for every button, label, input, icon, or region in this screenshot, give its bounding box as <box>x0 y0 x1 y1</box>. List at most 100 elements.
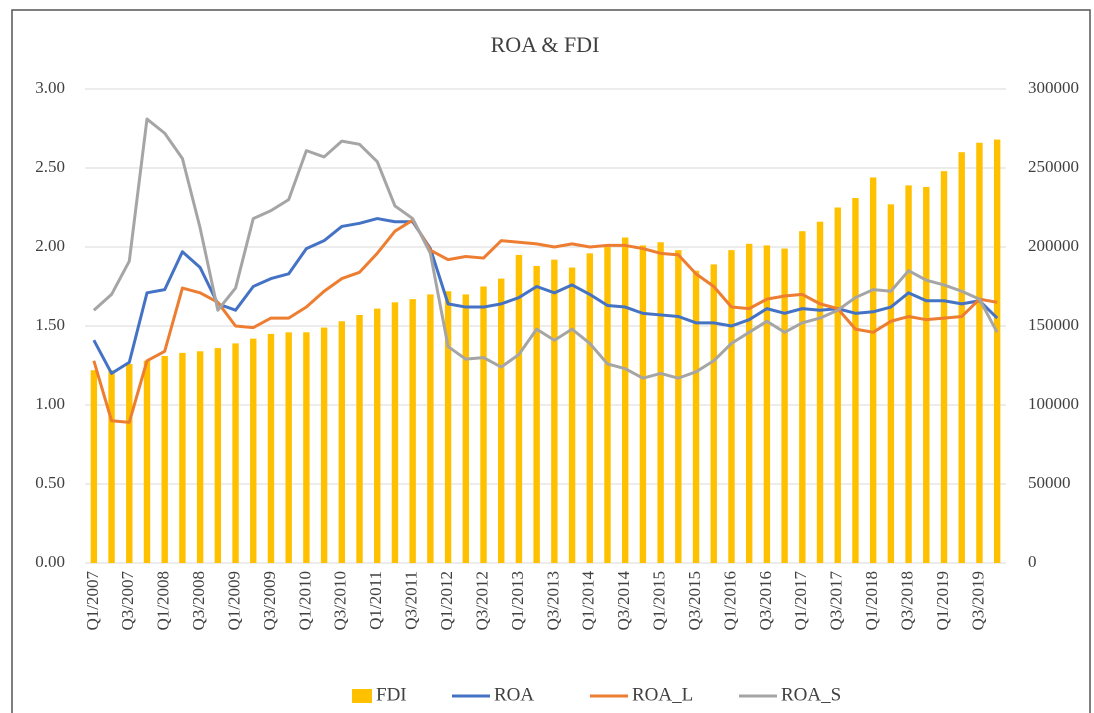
bar <box>250 338 257 563</box>
x-tick-label: Q3/2014 <box>614 571 633 631</box>
bar <box>745 243 753 563</box>
bar <box>976 142 983 563</box>
bar <box>214 348 222 563</box>
bar <box>90 370 98 563</box>
bar <box>799 231 806 563</box>
bar <box>232 343 239 563</box>
x-tick-label: Q3/2017 <box>827 571 846 631</box>
line <box>92 218 998 424</box>
bar <box>196 351 204 563</box>
bar <box>781 248 788 563</box>
x-tick-label: Q1/2017 <box>791 571 810 631</box>
x-tick-label: Q3/2016 <box>756 571 775 631</box>
bar <box>427 294 434 563</box>
bar <box>338 321 346 563</box>
bar <box>816 221 824 563</box>
y-tick-label: 1.50 <box>35 315 65 334</box>
y2-tick-label: 100000 <box>1028 394 1079 413</box>
bar <box>285 332 292 563</box>
bar <box>905 185 912 563</box>
legend-swatch <box>352 689 372 703</box>
x-tick-label: Q3/2011 <box>402 571 421 630</box>
bar <box>480 286 487 563</box>
legend-label: ROA <box>494 684 534 705</box>
bar <box>834 207 841 563</box>
y2-tick-label: 0 <box>1028 552 1037 571</box>
y2-tick-label: 200000 <box>1028 236 1079 255</box>
bar <box>533 265 540 563</box>
bar <box>462 294 469 563</box>
y2-tick-label: 150000 <box>1028 315 1079 334</box>
bar <box>143 360 151 563</box>
bar <box>852 198 859 563</box>
x-tick-label: Q3/2013 <box>543 571 562 631</box>
bar <box>958 152 965 563</box>
x-tick-label: Q1/2007 <box>83 571 102 631</box>
bar <box>692 270 700 563</box>
bar <box>356 314 363 563</box>
y2-tick-label: 300000 <box>1028 78 1079 97</box>
bar <box>161 356 168 563</box>
x-tick-label: Q3/2010 <box>331 571 350 631</box>
x-tick-label: Q1/2011 <box>366 571 385 630</box>
line <box>92 117 999 380</box>
x-tick-label: Q1/2014 <box>579 571 598 631</box>
bar <box>320 327 328 563</box>
y-tick-label: 0.00 <box>35 552 65 571</box>
bar <box>267 333 275 563</box>
y-tick-label: 3.00 <box>35 78 65 97</box>
x-tick-label: Q3/2007 <box>118 571 137 631</box>
legend-label: ROA_L <box>632 684 693 705</box>
x-tick-label: Q1/2015 <box>650 571 669 631</box>
y2-tick-label: 250000 <box>1028 157 1079 176</box>
bar <box>639 245 647 564</box>
line <box>92 217 999 375</box>
bar <box>710 264 717 563</box>
bar <box>179 352 186 563</box>
x-tick-label: Q1/2013 <box>508 571 527 631</box>
y-tick-label: 0.50 <box>35 473 65 492</box>
y-tick-label: 1.00 <box>35 394 65 413</box>
bar <box>126 363 133 563</box>
x-tick-label: Q3/2018 <box>897 571 916 631</box>
x-tick-label: Q3/2019 <box>968 571 987 631</box>
x-tick-label: Q1/2018 <box>862 571 881 631</box>
legend-label: ROA_S <box>781 684 841 705</box>
x-tick-label: Q1/2010 <box>295 571 314 631</box>
y2-tick-label: 50000 <box>1028 473 1071 492</box>
bar <box>391 302 399 563</box>
x-tick-label: Q1/2008 <box>154 571 173 631</box>
x-tick-label: Q3/2009 <box>260 571 279 631</box>
bar <box>498 278 505 563</box>
bar <box>657 242 664 563</box>
y-tick-label: 2.00 <box>35 236 65 255</box>
bar <box>940 171 948 563</box>
bar <box>551 259 558 563</box>
x-tick-label: Q1/2016 <box>720 571 739 631</box>
x-tick-label: Q1/2019 <box>933 571 952 631</box>
bar <box>763 245 771 564</box>
chart-title: ROA & FDI <box>491 32 600 57</box>
bar <box>409 299 416 563</box>
bar <box>728 250 735 563</box>
bar <box>444 291 452 563</box>
y-tick-label: 2.50 <box>35 157 65 176</box>
x-tick-label: Q1/2012 <box>437 571 456 631</box>
bar <box>887 204 895 563</box>
x-tick-label: Q3/2012 <box>472 571 491 631</box>
bar <box>374 308 381 563</box>
x-tick-label: Q1/2009 <box>224 571 243 631</box>
bar <box>108 370 115 563</box>
x-tick-label: Q3/2008 <box>189 571 208 631</box>
bar <box>622 237 629 563</box>
x-tick-label: Q3/2015 <box>685 571 704 631</box>
legend-label: FDI <box>376 684 407 705</box>
bar <box>303 332 310 563</box>
bar <box>993 139 1001 563</box>
bar <box>604 247 611 563</box>
bar <box>586 253 593 563</box>
bar <box>515 254 523 563</box>
bar <box>675 250 682 563</box>
bar <box>923 186 930 563</box>
